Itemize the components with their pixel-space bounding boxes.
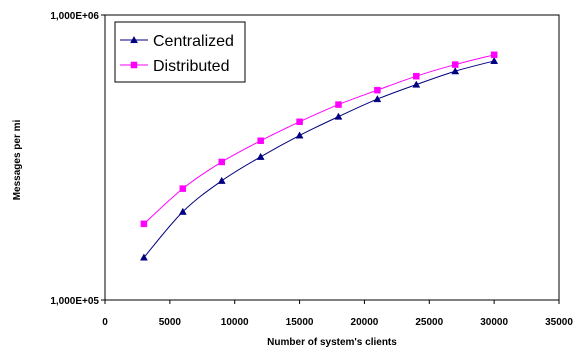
data-point-centralized [256,152,265,160]
data-point-distributed [257,137,264,145]
legend-marker-centralized [130,35,138,44]
x-tick-label: 25000 [415,317,443,328]
data-point-centralized [178,207,187,215]
legend-item-centralized: Centralized [120,33,234,50]
data-point-distributed [374,86,381,94]
x-tick-label: 0 [102,317,108,328]
x-tick-label: 15000 [286,317,314,328]
x-tick-label: 10000 [221,317,249,328]
legend-label-centralized: Centralized [153,33,234,50]
data-point-centralized [295,131,304,139]
series-distributed [140,51,498,228]
data-point-centralized [139,253,148,261]
series-line-distributed [143,54,495,225]
series-group [139,51,499,261]
data-point-distributed [335,101,342,108]
data-point-centralized [412,80,421,88]
legend-label-distributed: Distributed [153,58,229,75]
legend-box [114,21,246,83]
axis-ticks: 0 5000 10000 15000 20000 25000 30000 35000 1,000… [50,11,573,328]
legend: Centralized Distributed [114,21,246,83]
legend-item-distributed: Distributed [120,58,229,75]
x-axis-title: Number of system's clients [267,337,397,348]
data-point-distributed [140,220,148,228]
x-tick-label: 30000 [480,317,508,328]
data-point-centralized [373,95,382,103]
data-point-distributed [179,185,187,192]
y-axis-title: Messages per mi [12,119,23,200]
x-tick-label: 5000 [159,317,182,328]
series-centralized [139,56,499,261]
x-tick-label: 20000 [351,317,379,328]
data-point-distributed [490,51,498,59]
data-point-centralized [490,56,499,64]
y-tick-label: 1,000E+06 [50,11,99,22]
data-point-centralized [217,176,226,184]
y-tick-label: 1,000E+05 [50,296,99,307]
data-point-centralized [451,67,460,75]
data-point-centralized [334,112,343,120]
x-tick-label: 35000 [545,317,573,328]
data-point-distributed [296,118,303,126]
legend-marker-distributed [130,61,138,69]
data-point-distributed [218,158,225,166]
series-line-centralized [143,60,495,258]
data-point-distributed [413,72,420,80]
data-point-distributed [451,61,459,68]
